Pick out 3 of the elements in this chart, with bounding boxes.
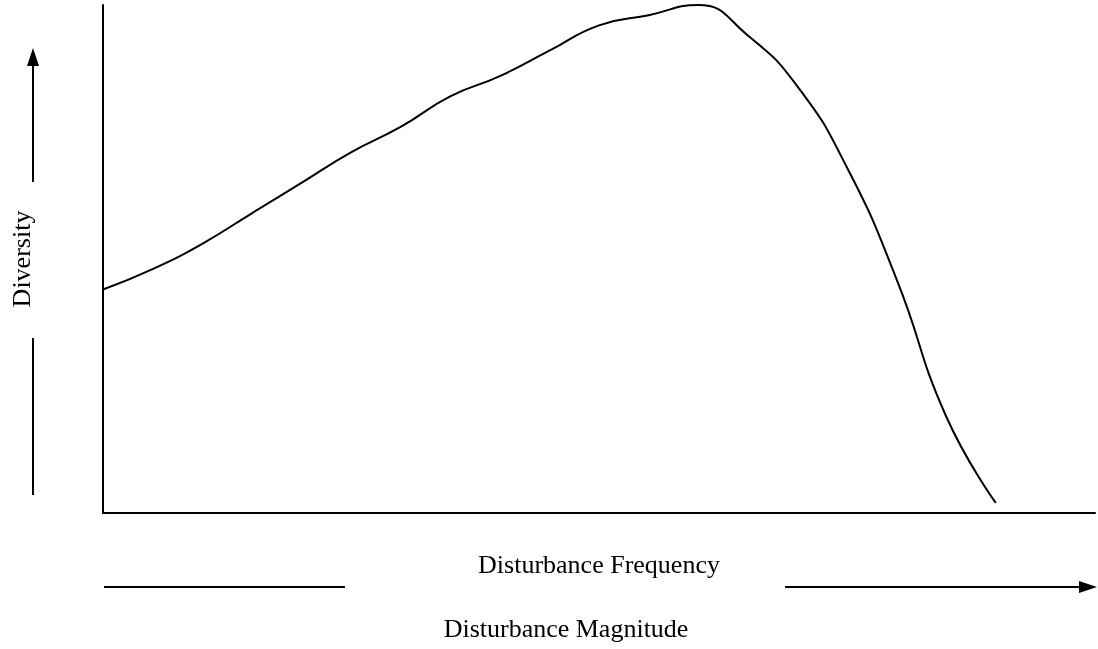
x-axis-title: Disturbance Frequency xyxy=(478,549,720,579)
y-axis-title: Diversity xyxy=(6,210,36,308)
text: Disturbance Magnitude xyxy=(443,613,689,643)
